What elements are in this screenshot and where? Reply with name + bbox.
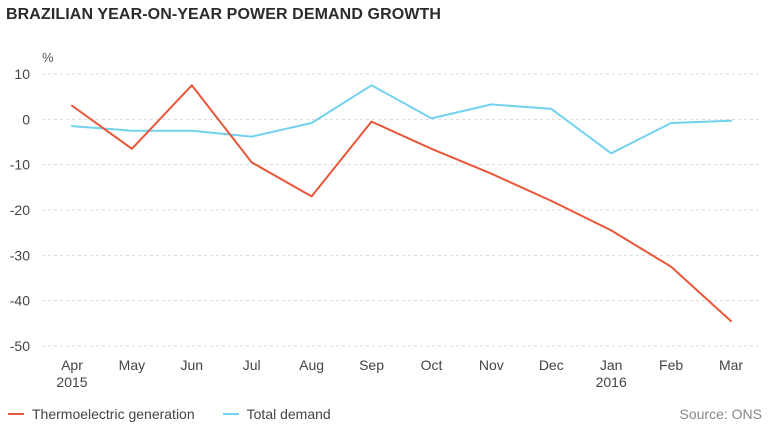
legend-label-total-demand: Total demand — [246, 406, 331, 422]
x-tick-label: Mar — [719, 357, 743, 373]
y-tick-label: -30 — [10, 247, 30, 263]
legend-swatch-thermoelectric — [8, 413, 24, 415]
x-tick-label: Jul — [243, 357, 261, 373]
y-tick-label: 10 — [14, 66, 30, 82]
y-tick-label: -20 — [10, 202, 30, 218]
series-line-thermoelectric — [71, 84, 732, 323]
x-tick-label: May — [119, 357, 145, 373]
x-tick-label: Feb — [659, 357, 683, 373]
x-tick-label: Nov — [479, 357, 504, 373]
x-tick-label: Jun — [181, 357, 204, 373]
source-note: Source: ONS — [679, 406, 762, 422]
y-unit-label: % — [42, 50, 54, 65]
y-tick-label: -50 — [10, 338, 30, 354]
series-line-total-demand — [71, 84, 732, 155]
legend: Thermoelectric generation Total demand — [8, 406, 353, 422]
y-axis: % 10 0 -10 -20 -30 -40 -50 — [10, 50, 54, 354]
chart-title: BRAZILIAN YEAR-ON-YEAR POWER DEMAND GROW… — [6, 6, 442, 23]
y-tick-label: -10 — [10, 157, 30, 173]
y-tick-label: 0 — [22, 111, 30, 127]
x-tick-label: Aug — [299, 357, 324, 373]
y-tick-label: -40 — [10, 293, 30, 309]
x-tick-sublabel: 2015 — [56, 374, 87, 390]
legend-item-total-demand: Total demand — [222, 406, 331, 422]
x-tick-label: Apr — [61, 357, 83, 373]
legend-swatch-total-demand — [222, 413, 239, 415]
x-tick-label: Dec — [539, 357, 564, 373]
gridlines — [42, 73, 762, 347]
x-tick-label: Sep — [359, 357, 384, 373]
x-tick-sublabel: 2016 — [596, 374, 627, 390]
x-tick-label: Jan — [600, 357, 623, 373]
legend-item-thermoelectric: Thermoelectric generation — [8, 406, 195, 422]
x-tick-label: Oct — [421, 357, 443, 373]
series-lines — [71, 84, 732, 323]
legend-label-thermoelectric: Thermoelectric generation — [32, 406, 195, 422]
